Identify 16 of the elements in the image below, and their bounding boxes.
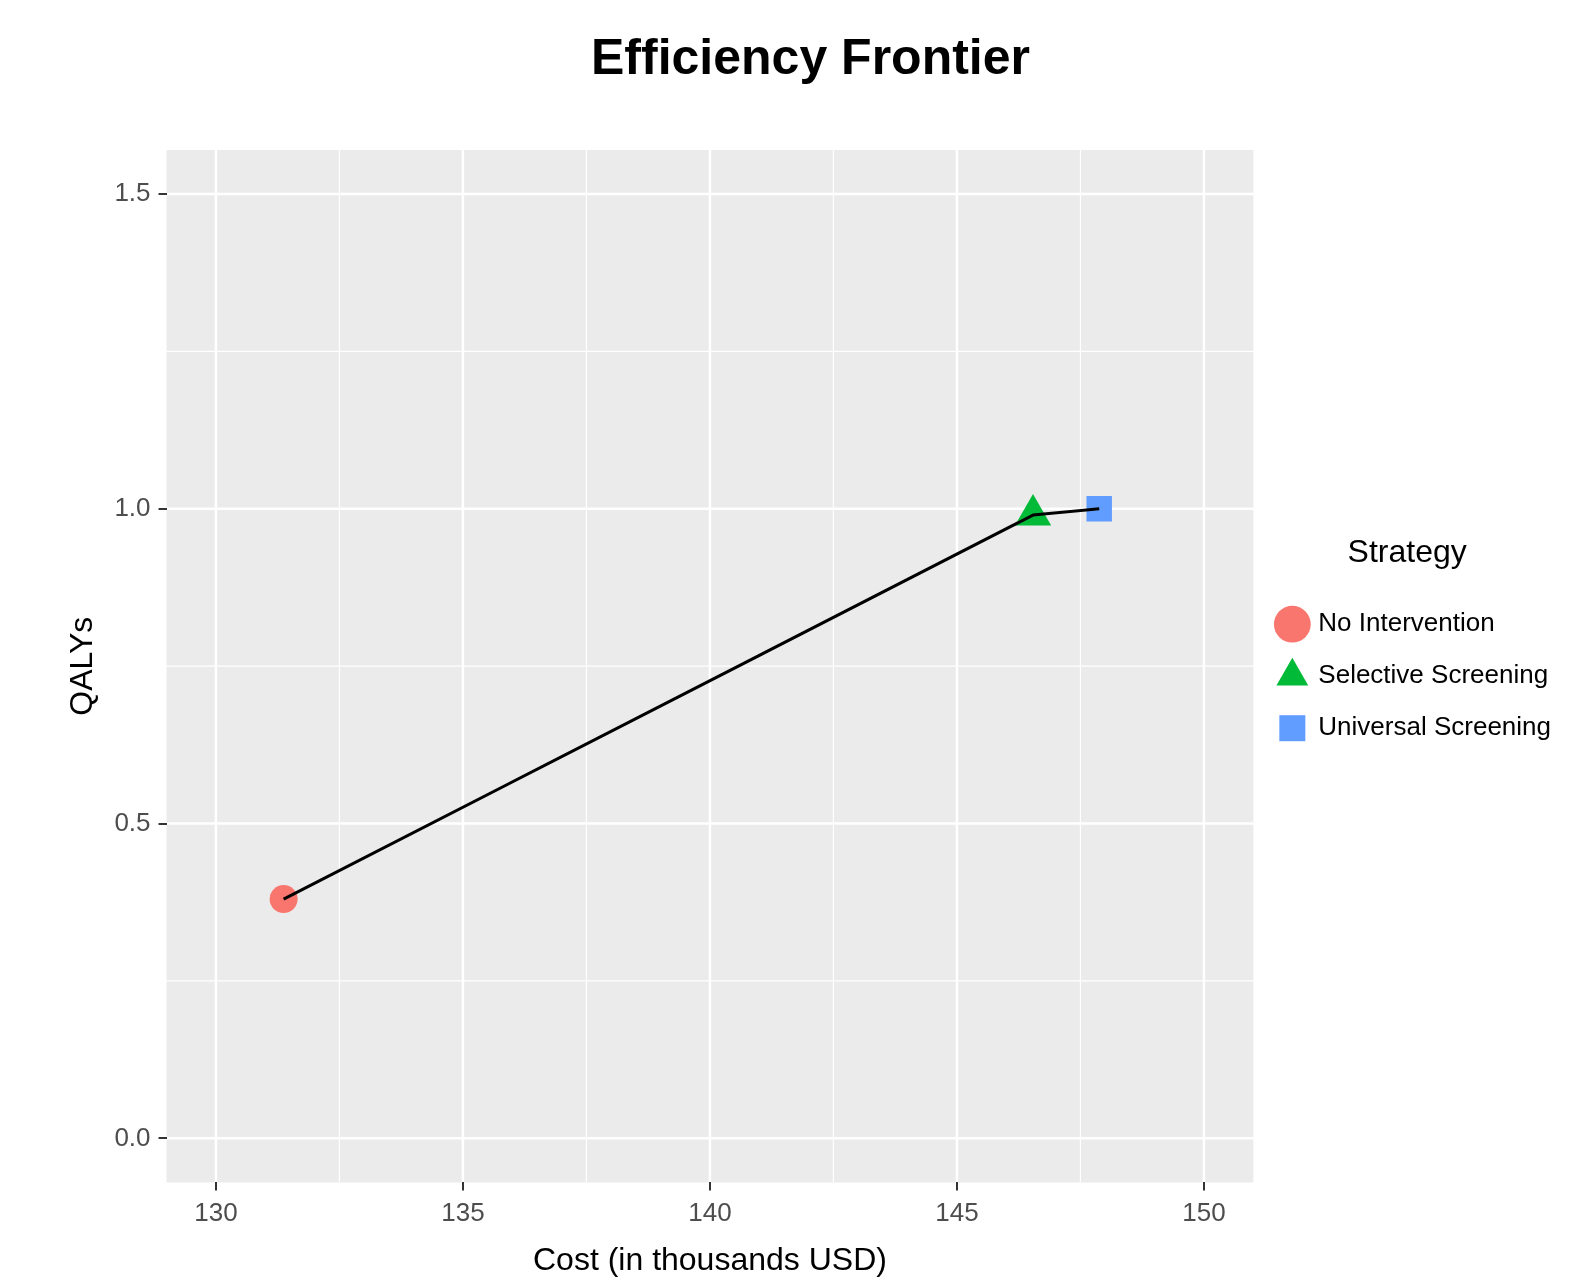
y-tick-label: 0.0 — [114, 1121, 151, 1152]
x-tick-label: 145 — [935, 1197, 979, 1228]
y-tick-label: 1.5 — [114, 177, 151, 208]
x-axis-title: Cost (in thousands USD) — [532, 1240, 887, 1277]
legend-label: Selective Screening — [1318, 659, 1549, 690]
y-tick-label: 1.0 — [114, 491, 151, 522]
x-tick-label: 140 — [688, 1197, 732, 1228]
x-tick-label: 135 — [441, 1197, 485, 1228]
x-tick-label: 150 — [1182, 1197, 1226, 1228]
legend-label: Universal Screening — [1318, 711, 1551, 742]
legend-title: Strategy — [1347, 532, 1467, 569]
y-axis-title: QALYs — [63, 616, 100, 716]
legend-label: No Intervention — [1318, 607, 1495, 638]
x-tick-label: 130 — [194, 1197, 238, 1228]
y-tick-label: 0.5 — [114, 806, 151, 837]
chart-title: Efficiency Frontier — [591, 28, 1030, 85]
